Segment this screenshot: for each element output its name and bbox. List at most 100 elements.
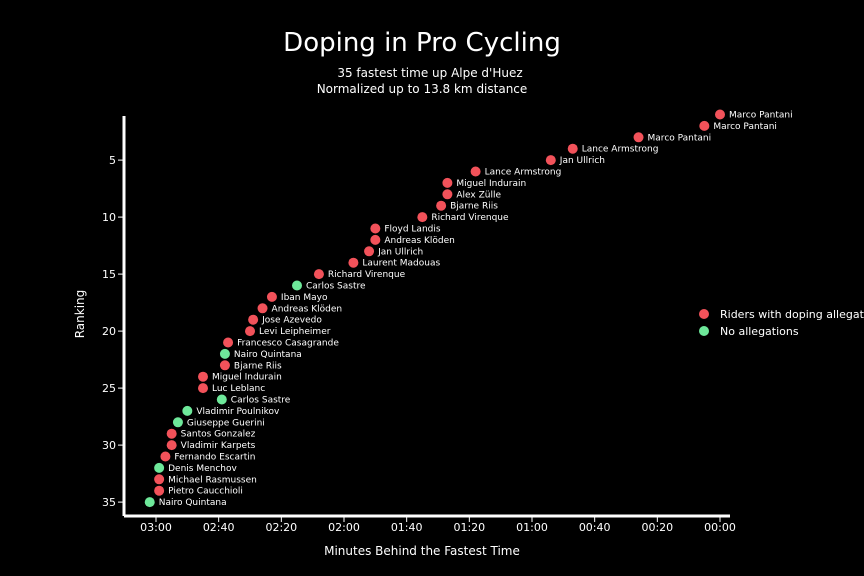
point-doping [223,337,234,348]
point-label: Lance Armstrong [582,145,659,155]
point-label: Richard Virenque [431,213,509,223]
x-tick-label: 00:40 [579,521,611,534]
point-doping [245,326,255,337]
legend-label-clean: No allegations [720,325,799,338]
point-doping [257,303,268,314]
point-doping [442,177,453,188]
point-doping [198,371,208,382]
legend-marker-doping [699,309,709,319]
point-doping [348,257,359,268]
point-label: Laurent Madouas [362,259,440,269]
point-label: Fernando Escartin [174,453,255,463]
point-doping [154,485,165,496]
point-doping [166,440,177,451]
point-doping [219,360,230,371]
y-tick-label: 30 [102,439,116,452]
y-tick-label: 5 [109,154,116,167]
point-label: Vladimir Karpets [181,441,256,451]
point-label: Andreas Klöden [384,236,455,246]
point-doping [154,474,165,485]
point-label: Giuseppe Guerini [187,418,265,428]
point-doping [567,143,578,154]
point-label: Jan Ullrich [559,156,605,166]
legend: Riders with doping allegations No allegat… [699,308,864,338]
y-tick-label: 15 [102,268,116,281]
point-doping [266,291,277,302]
point-doping [417,212,428,223]
point-doping [715,109,725,120]
point-doping [166,428,177,439]
point-doping [248,314,259,325]
point-label: Nairo Quintana [234,350,302,360]
point-clean [172,417,183,428]
point-doping [442,189,453,200]
point-doping [633,132,644,143]
point-clean [292,280,302,291]
point-clean [182,405,193,416]
point-label: Nairo Quintana [159,498,227,508]
point-label: Floyd Landis [384,225,441,235]
x-tick-label: 03:00 [140,521,172,534]
y-axis-label: Ranking [73,290,87,339]
point-label: Marco Pantani [713,122,777,132]
point-doping [470,166,481,177]
x-tick-label: 02:00 [328,521,360,534]
y-tick-label: 20 [102,325,116,338]
point-label: Jose Azevedo [261,316,322,326]
chart-subtitle-line-1: 35 fastest time up Alpe d'Huez [337,66,522,80]
point-clean [144,497,155,508]
point-label: Luc Leblanc [212,384,265,394]
point-label: Pietro Caucchioli [168,487,243,497]
point-doping [198,383,208,394]
point-doping [436,200,447,211]
y-axis: 5 10 15 20 25 30 35 [102,116,126,516]
point-doping [313,269,324,280]
point-clean [154,462,165,473]
point-label: Miguel Indurain [212,373,282,383]
y-tick-label: 25 [102,382,116,395]
x-tick-label: 02:40 [203,521,235,534]
chart-subtitle-line-2: Normalized up to 13.8 km distance [317,82,528,96]
point-clean [219,348,230,359]
point-label: Levi Leipheimer [259,327,331,337]
y-tick-label: 35 [102,496,116,509]
x-tick-label: 02:20 [265,521,297,534]
point-label: Michael Rasmussen [168,475,257,485]
point-label: Denis Menchov [168,464,237,474]
point-label: Vladimir Poulnikov [196,407,280,417]
x-axis: 00:00 00:20 00:40 01:00 01:20 01:40 02:00 02:20… [124,514,736,534]
point-label: Santos Gonzalez [181,430,256,440]
x-tick-label: 00:00 [704,521,736,534]
x-tick-label: 01:20 [453,521,485,534]
x-tick-label: 00:20 [641,521,673,534]
point-doping [364,246,375,257]
point-label: Lance Armstrong [485,168,562,178]
point-label: Marco Pantani [648,133,712,143]
legend-marker-clean [699,326,709,336]
point-label: Bjarne Riis [234,361,282,371]
point-label: Andreas Klöden [272,304,343,314]
point-label: Richard Virenque [328,270,406,280]
legend-label-doping: Riders with doping allegations [720,308,864,321]
point-clean [216,394,227,405]
point-label: Carlos Sastre [231,396,291,406]
point-doping [545,155,556,166]
x-tick-label: 01:40 [391,521,423,534]
point-label: Iban Mayo [281,293,328,303]
point-label: Alex Zülle [456,190,501,200]
chart-title: Doping in Pro Cycling [283,28,561,58]
x-axis-label: Minutes Behind the Fastest Time [324,544,520,558]
x-tick-label: 01:00 [516,521,548,534]
y-tick-label: 10 [102,211,116,224]
point-label: Marco Pantani [729,111,793,121]
point-doping [370,234,381,245]
point-label: Miguel Indurain [456,179,526,189]
point-doping [370,223,381,234]
point-label: Francesco Casagrande [237,339,339,349]
point-label: Bjarne Riis [450,202,498,212]
point-label: Carlos Sastre [306,282,366,292]
point-doping [699,120,710,131]
point-label: Jan Ullrich [377,247,423,257]
